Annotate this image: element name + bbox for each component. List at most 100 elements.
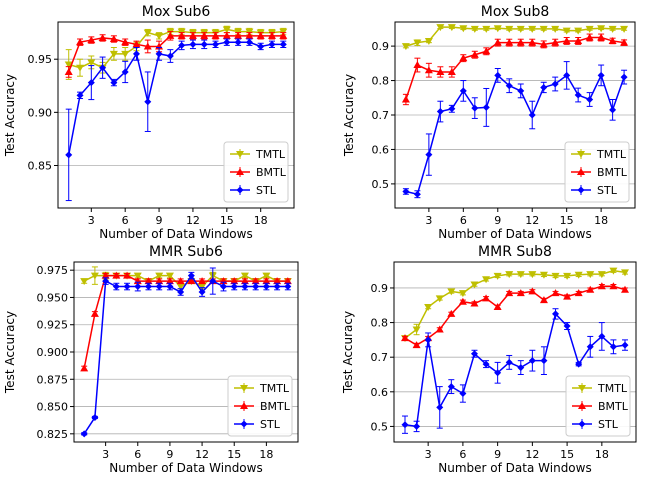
stl-marker bbox=[459, 390, 467, 398]
legend-label-tmtl: TMTL bbox=[596, 148, 627, 161]
legend: TMTL BMTL STL bbox=[227, 375, 293, 437]
stl-marker bbox=[425, 151, 433, 159]
stl-marker bbox=[402, 187, 410, 195]
x-tick-label: 3 bbox=[88, 214, 95, 227]
bmtl-marker bbox=[251, 277, 260, 285]
stl-marker bbox=[436, 403, 444, 411]
bmtl-marker bbox=[112, 271, 121, 279]
bmtl-marker bbox=[505, 289, 514, 297]
tmtl-marker bbox=[436, 24, 445, 32]
tmtl-marker bbox=[516, 25, 525, 33]
y-tick-label: 0.7 bbox=[372, 109, 390, 122]
legend: TMTL BMTL STL bbox=[565, 375, 631, 437]
x-tick-label: 3 bbox=[425, 214, 432, 227]
bmtl-marker bbox=[516, 38, 525, 46]
bmtl-marker bbox=[176, 277, 185, 285]
stl-marker bbox=[621, 341, 629, 349]
bmtl-marker bbox=[528, 38, 537, 46]
y-tick-label: 0.825 bbox=[37, 428, 69, 441]
bmtl-marker bbox=[211, 31, 220, 39]
tmtl-marker bbox=[143, 29, 152, 37]
stl-marker bbox=[551, 80, 559, 88]
bmtl-marker bbox=[447, 67, 456, 75]
tmtl-marker bbox=[435, 295, 444, 303]
tmtl-marker bbox=[222, 26, 231, 34]
tmtl-marker bbox=[574, 27, 583, 35]
tmtl-marker bbox=[458, 290, 467, 298]
tmtl-marker bbox=[64, 61, 73, 69]
bmtl-marker bbox=[101, 271, 110, 279]
tmtl-marker bbox=[447, 24, 456, 32]
legend-label-bmtl: BMTL bbox=[597, 166, 628, 179]
bmtl-marker bbox=[401, 334, 409, 342]
tmtl-marker bbox=[240, 385, 248, 392]
y-tick-label: 0.85 bbox=[28, 159, 53, 172]
bmtl-marker bbox=[539, 40, 548, 48]
stl-marker bbox=[230, 283, 238, 291]
stl-marker bbox=[586, 96, 594, 103]
tmtl-marker bbox=[90, 272, 99, 280]
stl-marker bbox=[494, 71, 502, 79]
x-tick-label: 12 bbox=[525, 448, 539, 461]
stl-marker bbox=[236, 186, 244, 194]
chart-panel-4: MMR Sub8 0.5 0.6 0.7 0.8 0.9 3 6 9 12 15 18 Number o… bbox=[341, 244, 637, 475]
stl-marker bbox=[252, 283, 260, 291]
x-axis-label: Number of Data Windows bbox=[438, 461, 591, 475]
tmtl-marker bbox=[482, 276, 491, 284]
x-tick-label: 15 bbox=[220, 214, 234, 227]
stl-marker bbox=[65, 151, 73, 159]
bmtl-marker bbox=[222, 31, 231, 39]
tmtl-marker bbox=[505, 271, 514, 279]
bmtl-marker bbox=[90, 309, 99, 317]
y-tick-label: 0.9 bbox=[371, 282, 389, 295]
tmtl-marker bbox=[493, 272, 502, 280]
tmtl-marker bbox=[262, 272, 271, 280]
x-tick-label: 15 bbox=[560, 448, 574, 461]
bmtl-marker bbox=[98, 33, 107, 41]
stl-marker bbox=[198, 288, 206, 296]
stl-marker bbox=[220, 283, 228, 291]
tmtl-marker bbox=[528, 25, 537, 33]
bmtl-marker bbox=[435, 325, 444, 333]
tmtl-marker bbox=[577, 151, 585, 158]
y-tick-label: 0.925 bbox=[37, 319, 69, 332]
bmtl-marker bbox=[447, 309, 456, 317]
bmtl-marker bbox=[436, 67, 445, 75]
stl-marker bbox=[528, 357, 536, 365]
stl-marker bbox=[586, 343, 594, 351]
x-tick-label: 3 bbox=[102, 448, 109, 461]
x-tick-label: 18 bbox=[594, 214, 608, 227]
legend-label-bmtl: BMTL bbox=[260, 400, 291, 413]
x-axis-label: Number of Data Windows bbox=[99, 227, 252, 241]
legend-label-tmtl: TMTL bbox=[597, 382, 628, 395]
stl-marker bbox=[482, 103, 490, 111]
bmtl-marker bbox=[198, 277, 207, 285]
y-tick-label: 0.6 bbox=[372, 143, 390, 156]
stl-marker bbox=[268, 40, 276, 48]
stl-marker bbox=[187, 272, 195, 280]
tmtl-marker bbox=[609, 267, 618, 275]
chart-title: Mox Sub6 bbox=[142, 4, 211, 20]
stl-marker bbox=[609, 343, 617, 351]
bmtl-marker bbox=[551, 38, 560, 46]
stl-marker bbox=[448, 105, 456, 113]
bmtl-marker bbox=[563, 292, 572, 300]
bmtl-marker bbox=[493, 303, 502, 310]
series-bmtl bbox=[401, 33, 629, 106]
bmtl-marker bbox=[283, 277, 292, 285]
chart-title: MMR Sub6 bbox=[149, 244, 223, 260]
y-tick-label: 0.90 bbox=[28, 106, 53, 119]
stl-marker bbox=[76, 91, 84, 99]
stl-marker bbox=[505, 358, 513, 366]
x-tick-label: 9 bbox=[494, 214, 501, 227]
tmtl-marker bbox=[482, 25, 491, 33]
bmtl-marker bbox=[574, 289, 583, 297]
x-tick-label: 15 bbox=[560, 214, 574, 227]
y-tick-label: 0.6 bbox=[371, 386, 389, 399]
bmtl-marker bbox=[578, 402, 586, 409]
stl-marker bbox=[200, 40, 208, 48]
bmtl-marker bbox=[64, 67, 73, 75]
tmtl-marker bbox=[562, 27, 571, 35]
